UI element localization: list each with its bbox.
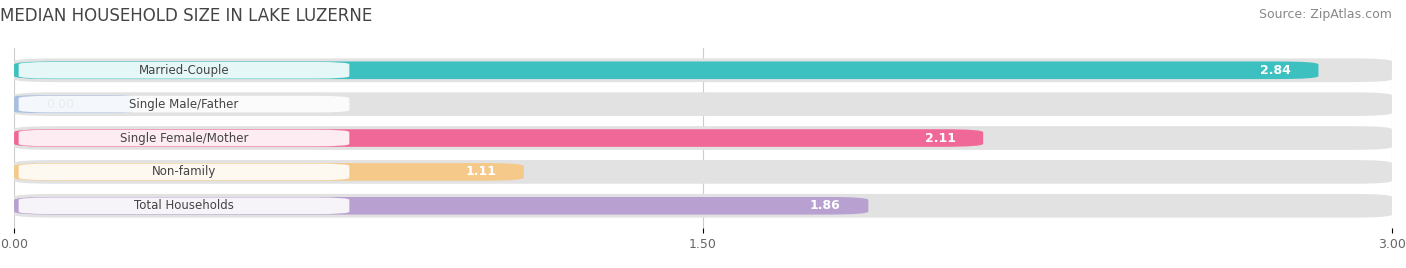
Text: Total Households: Total Households [134, 199, 233, 212]
FancyBboxPatch shape [14, 160, 1392, 184]
Text: 2.84: 2.84 [1260, 64, 1291, 77]
FancyBboxPatch shape [14, 197, 869, 215]
FancyBboxPatch shape [18, 62, 349, 79]
FancyBboxPatch shape [18, 198, 349, 214]
FancyBboxPatch shape [18, 96, 349, 113]
FancyBboxPatch shape [14, 61, 1319, 79]
Text: Single Male/Father: Single Male/Father [129, 98, 239, 111]
Text: Non-family: Non-family [152, 165, 217, 178]
Text: 0.00: 0.00 [46, 98, 75, 111]
FancyBboxPatch shape [14, 163, 524, 181]
Text: 2.11: 2.11 [925, 132, 956, 144]
Text: MEDIAN HOUSEHOLD SIZE IN LAKE LUZERNE: MEDIAN HOUSEHOLD SIZE IN LAKE LUZERNE [0, 7, 373, 25]
Text: 1.86: 1.86 [810, 199, 841, 212]
FancyBboxPatch shape [14, 129, 983, 147]
Text: Married-Couple: Married-Couple [139, 64, 229, 77]
FancyBboxPatch shape [14, 194, 1392, 218]
Text: 1.11: 1.11 [465, 165, 496, 178]
FancyBboxPatch shape [18, 130, 349, 146]
Text: Single Female/Mother: Single Female/Mother [120, 132, 249, 144]
Text: Source: ZipAtlas.com: Source: ZipAtlas.com [1258, 8, 1392, 21]
FancyBboxPatch shape [14, 95, 134, 113]
FancyBboxPatch shape [18, 163, 349, 180]
FancyBboxPatch shape [14, 92, 1392, 116]
FancyBboxPatch shape [14, 126, 1392, 150]
FancyBboxPatch shape [14, 58, 1392, 82]
